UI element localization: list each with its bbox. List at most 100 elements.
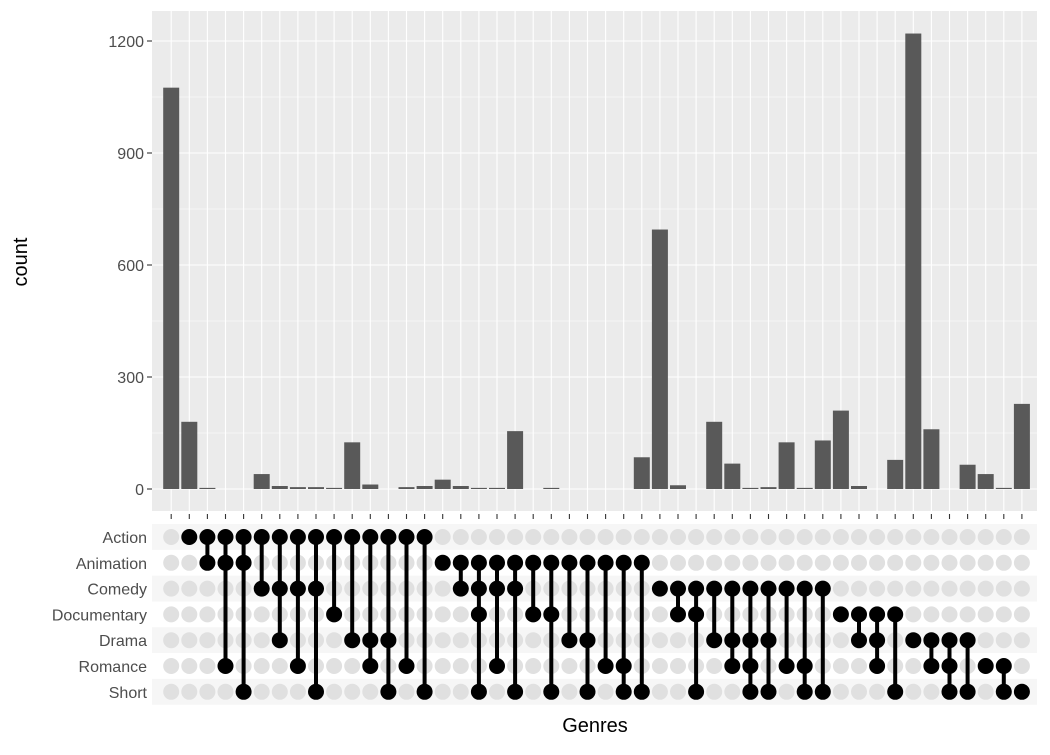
bar	[742, 487, 759, 489]
bar	[651, 229, 668, 490]
matrix-dot-empty	[706, 683, 723, 700]
matrix-dot-filled	[851, 606, 867, 623]
matrix-dot-filled	[470, 580, 487, 597]
bar	[507, 431, 524, 489]
matrix-dot-filled	[217, 658, 234, 674]
matrix-dot-empty	[561, 658, 578, 674]
matrix-dot-empty	[778, 529, 795, 545]
matrix-dot-empty	[995, 580, 1012, 597]
matrix-dot-filled	[507, 554, 524, 571]
bar	[995, 487, 1012, 489]
matrix-dot-filled	[181, 529, 198, 545]
matrix-dot-filled	[905, 632, 922, 649]
matrix-dot-filled	[706, 580, 723, 597]
bar	[308, 487, 324, 489]
matrix-dot-empty	[434, 658, 451, 674]
matrix-dot-empty	[561, 529, 578, 545]
matrix-dot-empty	[615, 529, 632, 545]
y-axis-title: count	[10, 237, 32, 286]
matrix-dot-filled	[217, 554, 234, 571]
matrix-dot-empty	[887, 529, 904, 545]
matrix-dot-empty	[670, 683, 686, 700]
matrix-dot-filled	[271, 632, 288, 649]
matrix-dot-empty	[832, 683, 849, 700]
matrix-dot-empty	[760, 529, 777, 545]
matrix-dot-empty	[923, 554, 940, 571]
y-tick-label: 0	[135, 482, 144, 499]
matrix-dot-empty	[977, 554, 994, 571]
matrix-dot-filled	[507, 580, 524, 597]
matrix-dot-filled	[326, 529, 343, 545]
matrix-dot-filled	[724, 632, 741, 649]
matrix-dot-filled	[380, 632, 397, 649]
matrix-dot-empty	[489, 529, 505, 545]
matrix-dot-filled	[308, 580, 324, 597]
matrix-dot-filled	[742, 683, 759, 700]
matrix-dot-empty	[253, 632, 270, 649]
matrix-dot-filled	[688, 580, 705, 597]
matrix-dot-empty	[706, 554, 723, 571]
matrix-dot-filled	[525, 606, 542, 623]
matrix-dot-filled	[271, 580, 288, 597]
matrix-dot-filled	[814, 580, 831, 597]
matrix-dot-empty	[253, 606, 270, 623]
matrix-dot-filled	[724, 658, 741, 674]
matrix-dot-empty	[163, 606, 180, 623]
matrix-dot-empty	[344, 683, 361, 700]
matrix-dot-empty	[923, 683, 940, 700]
set-label: Comedy	[87, 582, 147, 599]
matrix-dot-empty	[271, 683, 288, 700]
matrix-dot-filled	[362, 658, 379, 674]
matrix-dot-empty	[452, 529, 469, 545]
matrix-dot-empty	[163, 683, 180, 700]
matrix-dot-empty	[181, 658, 198, 674]
matrix-dot-empty	[706, 529, 723, 545]
matrix-dot-empty	[796, 554, 813, 571]
matrix-dot-empty	[670, 632, 686, 649]
set-label: Drama	[99, 633, 147, 650]
matrix-dot-empty	[851, 580, 867, 597]
matrix-dot-empty	[995, 632, 1012, 649]
matrix-dot-empty	[199, 632, 216, 649]
matrix-dot-filled	[470, 606, 487, 623]
matrix-dot-empty	[326, 683, 343, 700]
matrix-dot-filled	[579, 632, 596, 649]
matrix-dot-empty	[959, 606, 976, 623]
bar	[633, 457, 650, 489]
matrix-dot-filled	[941, 632, 958, 649]
matrix-dot-filled	[851, 632, 867, 649]
matrix-dot-filled	[651, 580, 668, 597]
matrix-dot-filled	[688, 606, 705, 623]
matrix-dot-empty	[905, 658, 922, 674]
matrix-dot-empty	[199, 683, 216, 700]
matrix-dot-empty	[362, 683, 379, 700]
bar	[181, 421, 198, 489]
matrix-dot-filled	[380, 529, 397, 545]
matrix-dot-empty	[851, 554, 867, 571]
bar	[724, 463, 741, 489]
matrix-dot-empty	[597, 529, 614, 545]
matrix-dot-empty	[742, 529, 759, 545]
matrix-dot-empty	[851, 529, 867, 545]
matrix-dot-empty	[778, 683, 795, 700]
matrix-dot-empty	[561, 683, 578, 700]
matrix-dot-empty	[832, 632, 849, 649]
matrix-dot-filled	[489, 580, 505, 597]
set-label: Animation	[76, 556, 147, 573]
matrix-dot-filled	[796, 683, 813, 700]
matrix-dot-filled	[615, 683, 632, 700]
matrix-dot-empty	[525, 632, 542, 649]
matrix-dot-empty	[959, 554, 976, 571]
matrix-dot-filled	[597, 658, 614, 674]
matrix-dot-empty	[253, 683, 270, 700]
matrix-dot-filled	[778, 658, 795, 674]
matrix-dot-empty	[181, 683, 198, 700]
bar	[416, 486, 433, 489]
plot-background	[152, 11, 1037, 511]
matrix-dot-filled	[489, 658, 505, 674]
matrix-dot-filled	[289, 658, 306, 674]
matrix-dot-filled	[615, 658, 632, 674]
matrix-dot-empty	[452, 683, 469, 700]
matrix-dot-empty	[670, 658, 686, 674]
